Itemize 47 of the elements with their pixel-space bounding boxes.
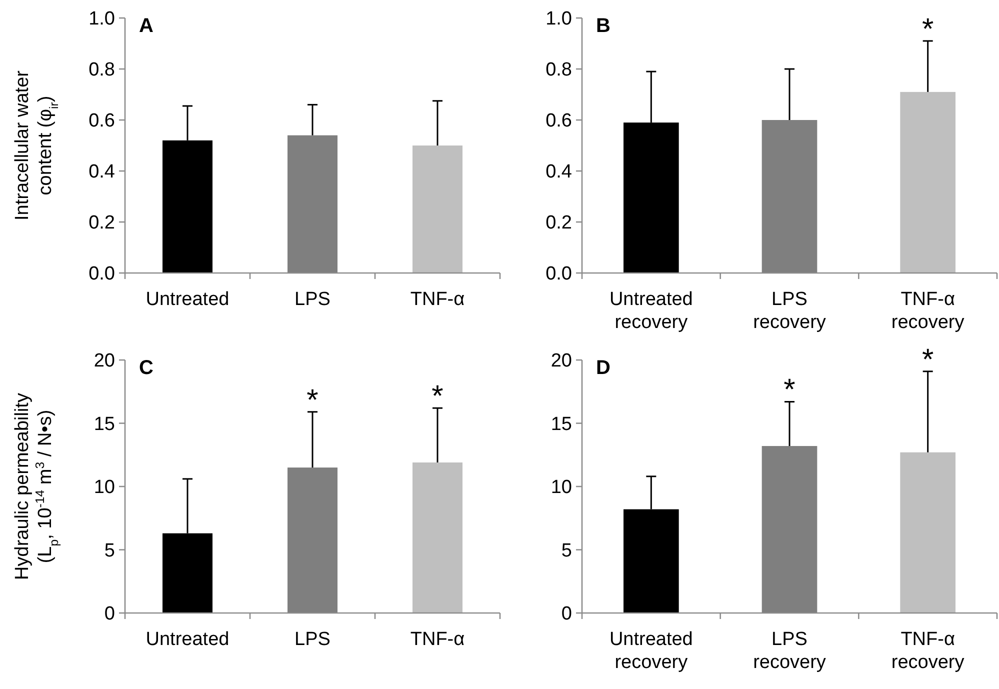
y-tick-label: 0.0 bbox=[88, 264, 115, 285]
annotation: * bbox=[922, 343, 934, 376]
y-tick-label: 1.0 bbox=[546, 8, 572, 30]
y-tick-label: 0.6 bbox=[546, 110, 572, 132]
y-tick-label: 20 bbox=[550, 350, 572, 372]
x-tick-label: Untreated recovery bbox=[609, 289, 693, 333]
y-tick-label: 1.0 bbox=[88, 8, 115, 30]
x-tick-label: Untreated recovery bbox=[609, 629, 693, 673]
chart-title: C bbox=[139, 357, 154, 379]
x-tick-label: Untreated bbox=[146, 629, 230, 650]
chart-title: B bbox=[596, 15, 610, 37]
bar bbox=[412, 462, 462, 613]
x-tick-label: LPS bbox=[294, 289, 330, 310]
x-tick-label: LPS bbox=[294, 629, 330, 650]
y-tick-label: 0.6 bbox=[88, 110, 115, 132]
y-tick-label: 0 bbox=[561, 604, 572, 625]
bar bbox=[288, 468, 338, 613]
x-tick-label: TNF-α bbox=[410, 289, 465, 310]
x-tick-label: LPS recovery bbox=[753, 289, 826, 333]
annotation: * bbox=[922, 12, 934, 46]
y-tick-label: 0.8 bbox=[88, 60, 115, 81]
y-tick-label: 0.4 bbox=[88, 162, 116, 183]
y-tick-label: 15 bbox=[94, 414, 115, 435]
y-tick-label: 20 bbox=[94, 350, 115, 372]
chart-title: A bbox=[139, 15, 154, 37]
y-tick-label: 0.2 bbox=[88, 212, 115, 234]
y-tick-label: 10 bbox=[550, 477, 572, 498]
y-tick-label: 0.8 bbox=[546, 60, 572, 81]
y-tick-label: 0.0 bbox=[546, 264, 572, 285]
annotation: * bbox=[432, 380, 444, 414]
bar bbox=[900, 452, 956, 613]
y-tick-label: 0 bbox=[104, 604, 115, 625]
y-tick-label: 0.4 bbox=[546, 162, 572, 183]
x-tick-label: TNF-α recovery bbox=[891, 629, 965, 673]
y-tick-label: 5 bbox=[104, 540, 115, 562]
bar bbox=[762, 446, 818, 613]
chart-title: D bbox=[596, 357, 610, 379]
x-tick-label: TNF-α recovery bbox=[891, 289, 965, 333]
y-tick-label: 15 bbox=[550, 414, 572, 435]
y-tick-label: 10 bbox=[94, 477, 115, 498]
y-tick-label: 0.2 bbox=[546, 212, 572, 234]
x-tick-label: TNF-α bbox=[410, 629, 465, 650]
x-tick-label: LPS recovery bbox=[753, 629, 826, 673]
annotation: * bbox=[784, 374, 796, 407]
x-tick-label: Untreated bbox=[146, 289, 230, 310]
annotation: * bbox=[306, 384, 319, 417]
y-tick-label: 5 bbox=[561, 540, 572, 562]
